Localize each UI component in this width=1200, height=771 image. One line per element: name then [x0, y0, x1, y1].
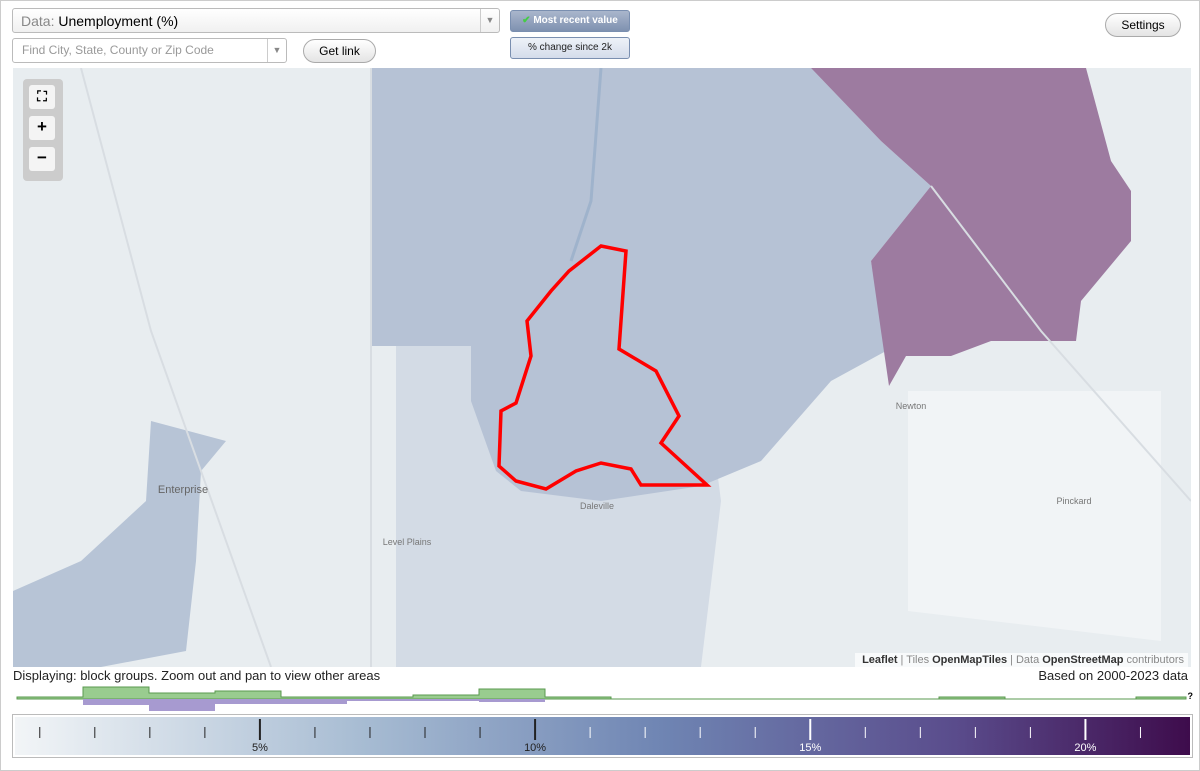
attribution: Leaflet | Tiles OpenMapTiles | Data OpenStre… — [855, 653, 1188, 667]
region — [13, 421, 226, 667]
zoom-control: ⛶ + − — [23, 79, 63, 181]
attr-text: contributors — [1126, 654, 1184, 666]
data-range-text: Based on 2000-2023 data — [1038, 668, 1188, 683]
place-label: Level Plains — [383, 537, 432, 547]
attr-link[interactable]: Leaflet — [862, 654, 898, 666]
zoom-in[interactable]: + — [29, 116, 55, 140]
tick-label: 20% — [1074, 742, 1096, 754]
attr-link[interactable]: OpenStreetMap — [1042, 654, 1124, 666]
mode-button[interactable]: % change since 2k — [510, 37, 630, 59]
attr-text: | Tiles — [900, 654, 930, 666]
histogram-area — [16, 686, 1187, 700]
search-box[interactable]: Find City, State, County or Zip Code ▼ — [12, 38, 287, 63]
selected-area-outline[interactable] — [497, 244, 712, 491]
map[interactable]: Enterprise Level Plains Daleville Newton… — [13, 68, 1191, 667]
data-selector[interactable]: Data: Unemployment (%) ▼ — [12, 8, 500, 33]
data-label: Data: — [21, 13, 55, 29]
attr-link[interactable]: OpenMapTiles — [932, 654, 1008, 666]
attr-text: | Data — [1010, 654, 1040, 666]
mode-label: % change since 2k — [528, 42, 612, 53]
tick-label: 15% — [799, 742, 821, 754]
place-label: Pinckard — [1056, 496, 1091, 506]
histogram: ? — [16, 686, 1194, 711]
region — [371, 68, 931, 501]
mode-button[interactable]: ✔ Most recent value — [510, 10, 630, 32]
region — [908, 391, 1161, 641]
place-label: Enterprise — [158, 484, 208, 496]
get-link-button[interactable]: Get link — [303, 39, 376, 63]
place-label: Daleville — [580, 501, 614, 511]
search-placeholder: Find City, State, County or Zip Code — [22, 43, 214, 57]
settings-button[interactable]: Settings — [1105, 13, 1181, 37]
road — [80, 68, 1191, 667]
tick-label: 10% — [524, 742, 546, 754]
river — [569, 68, 603, 262]
tick-label: 5% — [252, 742, 268, 754]
legend-gradient — [15, 717, 1190, 755]
mode-label: Most recent value — [533, 15, 618, 26]
histogram-area — [17, 699, 545, 711]
dropdown-arrow[interactable]: ▼ — [480, 9, 499, 32]
region — [811, 68, 1131, 386]
dropdown-arrow[interactable]: ▼ — [267, 39, 286, 62]
fit-button[interactable]: ⛶ — [29, 85, 55, 109]
help-icon[interactable]: ? — [1188, 691, 1194, 701]
data-value: Unemployment (%) — [58, 13, 179, 29]
status-text: Displaying: block groups. Zoom out and p… — [13, 668, 381, 683]
zoom-out[interactable]: − — [29, 147, 55, 171]
place-label: Newton — [896, 401, 927, 411]
legend: 5% 10% 15% 20% — [12, 714, 1193, 758]
